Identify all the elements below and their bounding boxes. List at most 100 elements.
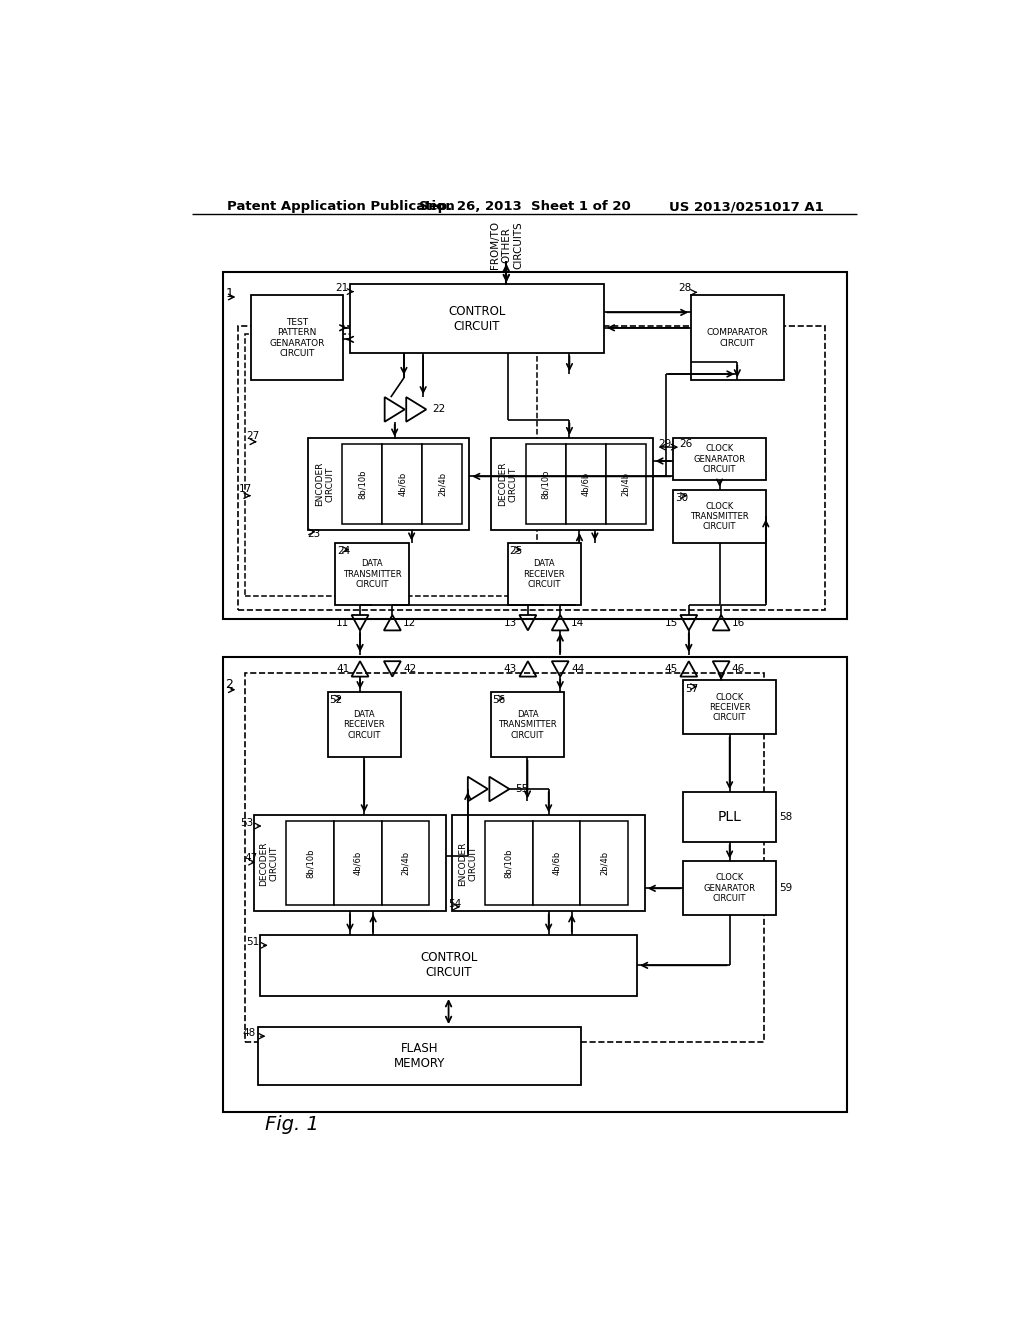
Text: 29: 29	[658, 440, 672, 449]
Text: 2b/4b: 2b/4b	[401, 851, 410, 875]
Text: 2b/4b: 2b/4b	[622, 473, 630, 496]
Text: 12: 12	[403, 618, 417, 628]
Text: 58: 58	[779, 812, 793, 822]
Text: ENCODER
CIRCUIT: ENCODER CIRCUIT	[458, 841, 477, 886]
Text: DATA
RECEIVER
CIRCUIT: DATA RECEIVER CIRCUIT	[343, 710, 385, 739]
Text: 4b/6b: 4b/6b	[398, 473, 407, 496]
Text: 11: 11	[336, 618, 349, 628]
Bar	[350, 284, 604, 354]
Text: 22: 22	[432, 404, 445, 414]
Bar	[532, 821, 581, 906]
Bar	[683, 681, 776, 734]
Text: 26: 26	[680, 440, 693, 449]
Bar	[258, 1027, 581, 1085]
Text: 4b/6b: 4b/6b	[552, 851, 561, 875]
Text: 1: 1	[225, 286, 233, 300]
Text: 24: 24	[337, 546, 350, 557]
Text: CONTROL
CIRCUIT: CONTROL CIRCUIT	[449, 305, 506, 333]
Text: 13: 13	[504, 618, 517, 628]
Bar	[334, 821, 382, 906]
Text: 25: 25	[509, 546, 522, 557]
Text: Patent Application Publication: Patent Application Publication	[226, 201, 455, 214]
Bar	[223, 657, 847, 1111]
Text: DECODER
CIRCUIT: DECODER CIRCUIT	[259, 841, 279, 886]
Bar	[382, 821, 429, 906]
Bar	[674, 438, 766, 480]
Bar	[260, 935, 637, 997]
Text: 54: 54	[447, 899, 461, 908]
Text: DATA
TRANSMITTER
CIRCUIT: DATA TRANSMITTER CIRCUIT	[499, 710, 557, 739]
Bar	[525, 444, 565, 524]
Text: 23: 23	[307, 529, 321, 539]
Text: 52: 52	[330, 696, 342, 705]
Text: 44: 44	[571, 664, 585, 675]
Text: 56: 56	[493, 696, 506, 705]
Text: DATA
RECEIVER
CIRCUIT: DATA RECEIVER CIRCUIT	[523, 560, 565, 589]
Text: 8b/10b: 8b/10b	[357, 470, 367, 499]
Text: FROM/TO
OTHER
CIRCUITS: FROM/TO OTHER CIRCUITS	[489, 222, 523, 269]
Text: 8b/10b: 8b/10b	[541, 470, 550, 499]
Text: 45: 45	[665, 664, 678, 675]
Text: 55: 55	[515, 784, 528, 795]
Text: CLOCK
GENARATOR
CIRCUIT: CLOCK GENARATOR CIRCUIT	[703, 874, 756, 903]
Bar	[605, 444, 646, 524]
Text: 41: 41	[336, 664, 349, 675]
Bar	[245, 673, 764, 1043]
Text: CLOCK
RECEIVER
CIRCUIT: CLOCK RECEIVER CIRCUIT	[709, 693, 751, 722]
Text: 47: 47	[245, 853, 258, 862]
Text: DECODER
CIRCUIT: DECODER CIRCUIT	[498, 462, 517, 507]
Text: TEST
PATTERN
GENARATOR
CIRCUIT: TEST PATTERN GENARATOR CIRCUIT	[269, 318, 325, 358]
Text: US 2013/0251017 A1: US 2013/0251017 A1	[669, 201, 823, 214]
Text: 4b/6b: 4b/6b	[353, 851, 362, 875]
Text: 14: 14	[571, 618, 585, 628]
Bar	[307, 438, 469, 531]
Text: 46: 46	[732, 664, 745, 675]
Text: 21: 21	[335, 282, 348, 293]
Text: CONTROL
CIRCUIT: CONTROL CIRCUIT	[420, 952, 477, 979]
Bar	[286, 821, 334, 906]
Bar	[691, 296, 783, 380]
Text: FLASH
MEMORY: FLASH MEMORY	[393, 1041, 445, 1069]
Bar	[683, 792, 776, 842]
Text: 48: 48	[243, 1028, 256, 1038]
Bar	[245, 334, 538, 595]
Text: CLOCK
TRANSMITTER
CIRCUIT: CLOCK TRANSMITTER CIRCUIT	[690, 502, 749, 532]
Text: 28: 28	[678, 282, 691, 293]
Bar	[508, 544, 581, 605]
Text: Fig. 1: Fig. 1	[265, 1115, 319, 1134]
Bar	[251, 296, 343, 380]
Bar	[490, 692, 564, 758]
Text: 2b/4b: 2b/4b	[600, 851, 608, 875]
Bar	[422, 444, 463, 524]
Bar	[453, 816, 645, 911]
Text: 15: 15	[665, 618, 678, 628]
Text: DATA
TRANSMITTER
CIRCUIT: DATA TRANSMITTER CIRCUIT	[343, 560, 401, 589]
Bar	[328, 692, 400, 758]
Text: 4b/6b: 4b/6b	[582, 473, 590, 496]
Bar	[581, 821, 628, 906]
Text: 8b/10b: 8b/10b	[305, 849, 314, 878]
Text: PLL: PLL	[718, 810, 741, 824]
Bar	[336, 544, 409, 605]
Bar	[565, 444, 605, 524]
Bar	[254, 816, 446, 911]
Text: CLOCK
GENARATOR
CIRCUIT: CLOCK GENARATOR CIRCUIT	[693, 445, 745, 474]
Bar	[683, 862, 776, 915]
Text: 42: 42	[403, 664, 417, 675]
Text: Sep. 26, 2013  Sheet 1 of 20: Sep. 26, 2013 Sheet 1 of 20	[419, 201, 631, 214]
Text: 43: 43	[504, 664, 517, 675]
Text: 27: 27	[246, 430, 259, 441]
Bar	[223, 272, 847, 619]
Text: 16: 16	[732, 618, 745, 628]
Text: 2: 2	[225, 677, 233, 690]
Bar	[342, 444, 382, 524]
Text: 59: 59	[779, 883, 793, 894]
Text: 30: 30	[675, 492, 688, 503]
Bar	[674, 490, 766, 544]
Text: 53: 53	[241, 818, 254, 828]
Text: ENCODER
CIRCUIT: ENCODER CIRCUIT	[315, 462, 334, 507]
Bar	[239, 326, 825, 610]
Bar	[382, 444, 422, 524]
Text: COMPARATOR
CIRCUIT: COMPARATOR CIRCUIT	[707, 329, 768, 347]
Text: 2b/4b: 2b/4b	[438, 473, 446, 496]
